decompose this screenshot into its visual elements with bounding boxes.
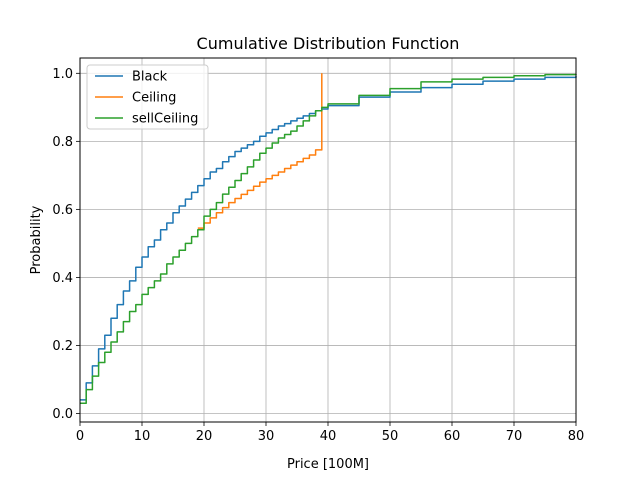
x-tick-label: 60 [444, 429, 461, 444]
legend-label: Black [132, 70, 168, 85]
x-tick-label: 0 [76, 429, 84, 444]
legend: Black Ceiling sellCeiling [86, 64, 209, 130]
chart-title: Cumulative Distribution Function [197, 34, 460, 53]
x-tick-label: 30 [258, 429, 275, 444]
y-tick-label: 0.2 [52, 339, 73, 354]
legend-label: sellCeiling [132, 112, 198, 127]
y-tick-label: 1.0 [52, 67, 73, 82]
series-layer [80, 73, 577, 405]
legend-box [86, 64, 209, 130]
y-tick-label: 0.6 [52, 203, 73, 218]
y-tick-label: 0.4 [52, 271, 73, 286]
x-tick-label: 10 [134, 429, 151, 444]
y-tick-label: 0.0 [52, 407, 73, 422]
x-tick-label: 70 [506, 429, 523, 444]
legend-label: Ceiling [132, 91, 176, 106]
x-ticks: 0 10 20 30 40 50 60 70 80 [76, 422, 584, 444]
x-tick-label: 80 [568, 429, 585, 444]
series-line-ceiling [197, 73, 323, 229]
x-tick-label: 50 [382, 429, 399, 444]
series-line-sellceiling [80, 73, 577, 405]
y-tick-label: 0.8 [52, 135, 73, 150]
x-tick-label: 20 [196, 429, 213, 444]
x-axis-label: Price [100M] [287, 457, 369, 472]
y-axis-label: Probability [29, 205, 44, 274]
x-tick-label: 40 [320, 429, 337, 444]
y-ticks: 0.0 0.2 0.4 0.6 0.8 1.0 [52, 67, 80, 422]
